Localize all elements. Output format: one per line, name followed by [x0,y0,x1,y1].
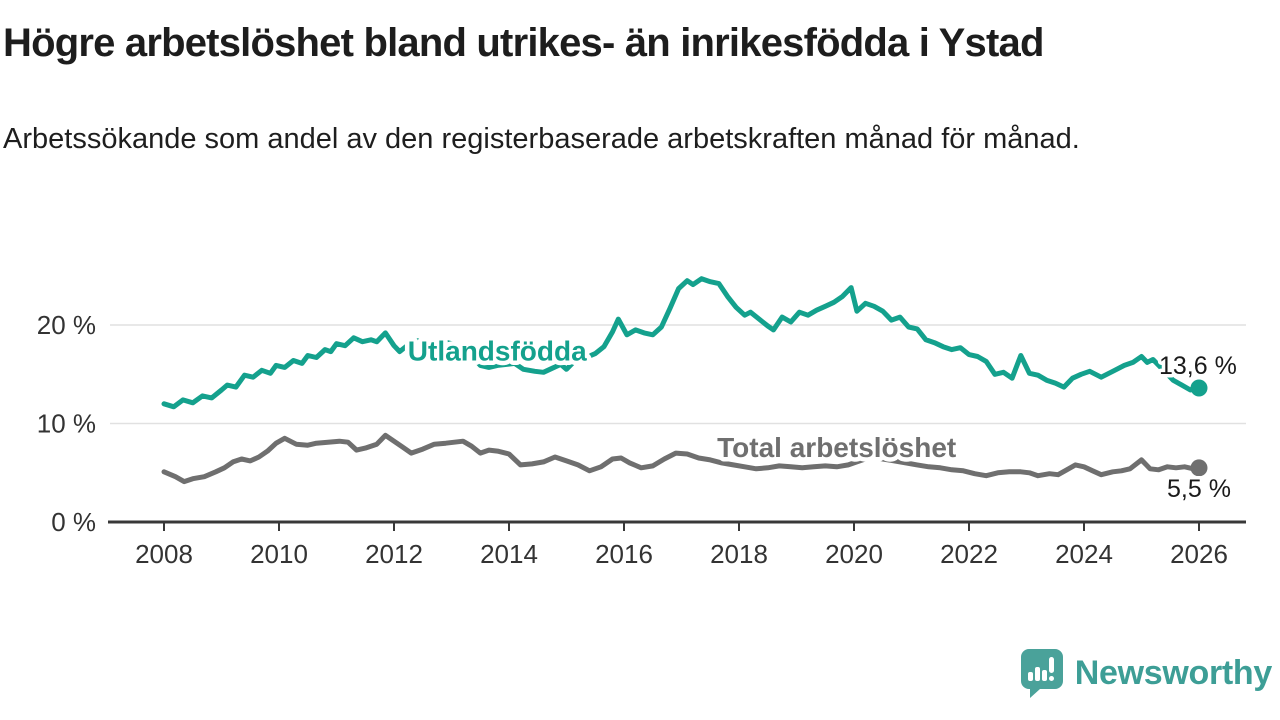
end-value-label-total-arbetsl-shet: 5,5 % [1167,475,1231,503]
chart-title: Högre arbetslöshet bland utrikes- än inr… [3,21,1044,65]
series-line-utlandsf-dda [161,276,1202,410]
x-axis-label-2012: 2012 [365,539,423,569]
x-axis-label-2014: 2014 [480,539,538,569]
x-axis-label-2008: 2008 [135,539,193,569]
x-axis-label-2020: 2020 [825,539,883,569]
y-axis-label-20: 20 % [37,310,96,340]
logo-bar-chart-glyph [1027,657,1054,681]
brand-name: Newsworthy [1074,653,1273,692]
series-end-dot-total-arbetsl-shet [1190,459,1208,477]
series-line-total-arbetsl-shet [161,432,1202,485]
unemployment-line-chart: 0 % 10 % 20 % 2008 2010 2012 2014 2016 2018 2020 2… [37,276,1246,569]
x-axis-label-2024: 2024 [1055,539,1113,569]
newsworthy-logo-icon [1020,649,1063,698]
x-axis-label-2018: 2018 [710,539,768,569]
chart-subtitle: Arbetssökande som andel av den registerb… [3,123,1080,155]
series-label-utlandsf-dda: Utlandsfödda [408,335,587,366]
series-label-total-arbetsl-shet: Total arbetslöshet [717,432,956,463]
x-axis-label-2026: 2026 [1170,539,1228,569]
y-axis-label-0: 0 % [51,507,96,537]
x-axis-label-2016: 2016 [595,539,653,569]
x-axis-label-2022: 2022 [940,539,998,569]
series-end-dot-utlandsf-dda [1190,379,1208,397]
end-value-label-utlandsf-dda: 13,6 % [1159,352,1237,380]
y-axis-label-10: 10 % [37,409,96,439]
x-axis-label-2010: 2010 [250,539,308,569]
footer-brand: Newsworthy [1019,648,1272,698]
